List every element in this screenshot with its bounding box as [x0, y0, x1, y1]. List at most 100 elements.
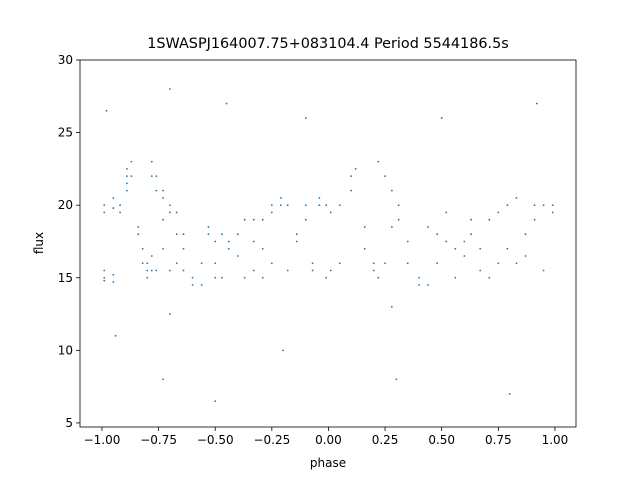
data-point: [533, 204, 536, 207]
data-point: [354, 167, 357, 170]
data-point: [125, 167, 128, 170]
data-point: [252, 218, 255, 221]
data-point: [363, 247, 366, 250]
data-point: [150, 255, 153, 257]
data-point: [162, 378, 165, 381]
data-point: [311, 269, 314, 272]
data-point: [130, 175, 133, 178]
data-point: [169, 204, 171, 207]
y-tick-label: 30: [58, 53, 73, 67]
data-point: [130, 160, 133, 163]
data-point: [261, 247, 264, 250]
data-point: [150, 269, 153, 272]
data-point: [227, 240, 230, 243]
x-tick-label: −0.50: [197, 433, 234, 447]
data-point: [329, 269, 332, 272]
data-point: [384, 175, 386, 178]
x-tick-label: 1.00: [542, 433, 569, 447]
data-point: [214, 276, 217, 279]
data-point: [141, 262, 144, 265]
data-point: [311, 262, 314, 265]
data-point: [162, 247, 165, 250]
data-point: [155, 189, 158, 192]
data-point: [207, 226, 210, 228]
data-point: [252, 269, 255, 272]
data-point: [524, 255, 527, 257]
data-point: [406, 262, 409, 265]
y-tick-label: 5: [65, 416, 73, 430]
data-point: [243, 218, 246, 221]
data-point: [304, 218, 307, 221]
y-axis-label: flux: [32, 232, 46, 254]
data-point: [454, 276, 457, 279]
data-point: [524, 233, 527, 236]
data-point: [141, 247, 144, 250]
data-point: [427, 284, 430, 286]
data-point: [470, 218, 473, 221]
data-point: [270, 211, 273, 214]
x-tick-label: 0.50: [428, 433, 455, 447]
data-point: [175, 262, 178, 265]
data-point: [418, 276, 420, 279]
data-point: [551, 204, 554, 207]
data-point: [325, 276, 328, 279]
data-point: [390, 189, 393, 192]
data-point: [191, 284, 194, 286]
data-point: [390, 226, 393, 228]
x-tick-label: −1.00: [84, 433, 121, 447]
data-point: [350, 175, 353, 178]
x-tick-label: 0.00: [315, 433, 342, 447]
data-point: [440, 117, 443, 119]
data-point: [103, 211, 106, 214]
data-point: [155, 175, 158, 178]
x-tick-label: 0.25: [372, 433, 399, 447]
data-point: [506, 204, 509, 207]
data-point: [112, 273, 115, 276]
data-point: [252, 240, 255, 243]
data-point: [125, 175, 128, 178]
data-point: [295, 240, 298, 243]
data-point: [515, 262, 518, 265]
data-point: [227, 247, 230, 250]
data-point: [125, 189, 128, 192]
data-point: [279, 197, 282, 199]
data-point: [338, 204, 341, 207]
x-tick-label: −0.75: [140, 433, 177, 447]
data-point: [397, 218, 400, 221]
data-point: [542, 269, 545, 272]
data-point: [377, 160, 380, 163]
data-point: [214, 400, 217, 403]
data-point: [105, 109, 108, 112]
data-point: [175, 233, 178, 236]
data-point: [261, 218, 264, 221]
data-point: [175, 211, 178, 214]
y-tick-label: 20: [58, 198, 73, 212]
data-point: [119, 211, 121, 214]
data-point: [214, 240, 217, 243]
data-point: [191, 276, 194, 279]
data-point: [533, 218, 536, 221]
data-point: [119, 204, 121, 207]
data-point: [146, 276, 149, 279]
x-axis-label: phase: [310, 456, 346, 470]
data-point: [155, 269, 158, 272]
data-point: [182, 269, 185, 272]
data-point: [363, 226, 366, 228]
data-point: [270, 204, 273, 207]
plot-frame: [79, 59, 577, 428]
data-point: [515, 197, 518, 199]
data-point: [445, 240, 448, 243]
data-point: [112, 281, 115, 284]
data-point: [551, 211, 554, 214]
data-point: [497, 211, 500, 214]
x-tick-label: −0.25: [253, 433, 290, 447]
data-point: [295, 233, 298, 236]
data-point: [162, 197, 165, 199]
data-point: [103, 204, 106, 207]
data-point: [395, 378, 398, 381]
data-point: [479, 247, 482, 250]
data-point: [488, 276, 491, 279]
data-point: [243, 276, 246, 279]
